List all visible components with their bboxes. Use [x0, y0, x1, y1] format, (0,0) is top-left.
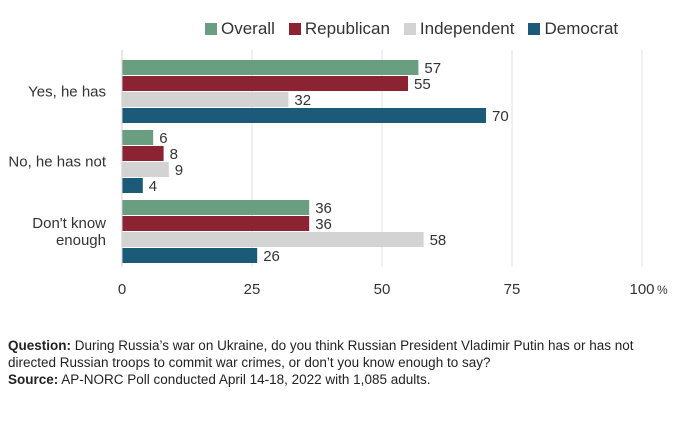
category-label: Yes, he has	[28, 84, 106, 101]
bar-value-label: 36	[315, 200, 332, 217]
bar-value-label: 55	[414, 76, 431, 93]
legend-swatch	[528, 23, 541, 35]
x-tick-label: 75	[504, 281, 521, 298]
bar	[122, 248, 258, 263]
bar	[122, 200, 310, 215]
x-tick-label: 50	[374, 281, 391, 298]
source-label: Source:	[8, 372, 59, 387]
bar-value-label: 9	[175, 162, 183, 179]
question-text: During Russia’s war on Ukraine, do you t…	[8, 338, 634, 370]
bar	[122, 178, 143, 193]
question-label: Question:	[8, 338, 71, 353]
bar	[122, 76, 408, 91]
category-label: Don't know	[32, 215, 106, 232]
chart-legend: Overall Republican Independent Democrat	[205, 19, 618, 39]
category-label: enough	[56, 232, 106, 249]
bar-value-label: 36	[315, 216, 332, 233]
legend-label: Overall	[221, 19, 275, 38]
bar	[122, 60, 419, 75]
legend-item: Overall	[205, 19, 275, 39]
legend-label: Democrat	[544, 19, 619, 38]
legend-swatch	[403, 23, 416, 35]
chart-footer: Question: During Russia’s war on Ukraine…	[8, 337, 668, 388]
legend-item: Republican	[288, 19, 390, 39]
bar-value-label: 6	[159, 130, 167, 147]
category-label: No, he has not	[8, 154, 106, 171]
x-unit-label: %	[657, 283, 668, 297]
bar-value-label: 57	[424, 60, 441, 77]
x-tick-label: 0	[118, 281, 126, 298]
legend-swatch	[205, 23, 217, 35]
bar	[122, 130, 154, 145]
source-note: Source: AP-NORC Poll conducted April 14-…	[8, 371, 668, 388]
legend-item: Democrat	[528, 19, 618, 39]
bar	[122, 216, 310, 231]
bar-value-label: 26	[263, 248, 280, 265]
bar	[122, 92, 289, 107]
legend-label: Republican	[304, 19, 390, 38]
legend-item: Independent	[403, 19, 515, 39]
bar-value-label: 58	[430, 232, 447, 249]
question-note: Question: During Russia’s war on Ukraine…	[8, 337, 668, 371]
x-tick-label: 25	[244, 281, 261, 298]
bar	[122, 232, 424, 247]
bar-value-label: 32	[294, 92, 311, 109]
bar	[122, 146, 164, 161]
bar-value-label: 70	[492, 108, 509, 125]
legend-label: Independent	[419, 19, 515, 38]
legend-swatch	[288, 23, 301, 35]
bar	[122, 162, 169, 177]
source-text: AP-NORC Poll conducted April 14-18, 2022…	[61, 372, 431, 387]
bar-value-label: 4	[149, 178, 157, 195]
x-tick-label: 100	[629, 281, 654, 298]
bar-value-label: 8	[170, 146, 178, 163]
bar	[122, 108, 486, 123]
